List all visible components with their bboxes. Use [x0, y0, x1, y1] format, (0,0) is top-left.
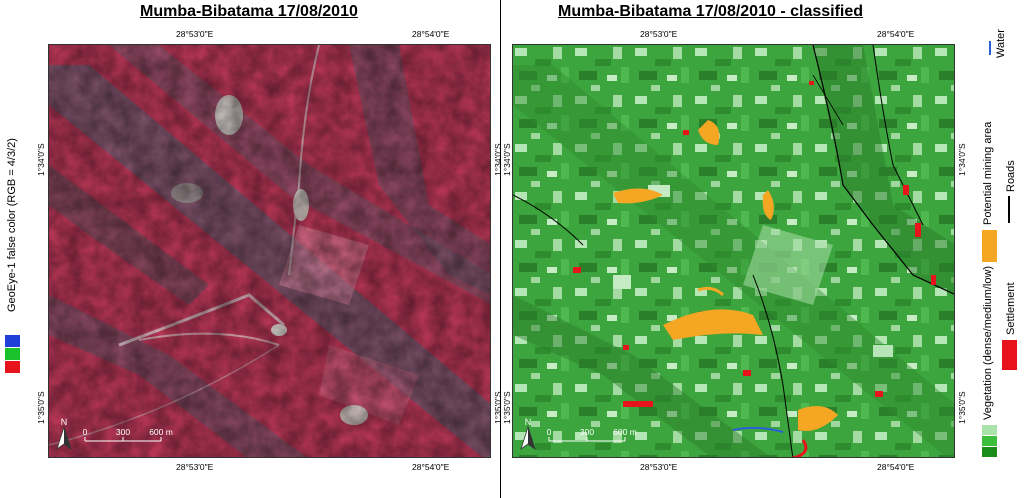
left-north-label: N — [61, 417, 68, 427]
legend-mining-label: Potential mining area — [982, 121, 994, 225]
right-coord-top-west: 28°53'0"E — [640, 29, 678, 39]
classified-map: N 0 300 600 m — [512, 44, 955, 458]
legend-water-label: Water — [995, 29, 1007, 58]
rgb-swatch-blue — [5, 335, 20, 347]
mining-legend-swatch — [982, 230, 997, 262]
roads-legend-icon — [1008, 196, 1010, 223]
left-coord-lat-lower: 1°35'0"S — [36, 391, 46, 424]
left-coord-lat-upper: 1°34'0"S — [36, 143, 46, 176]
right-map-title: Mumba-Bibatama 17/08/2010 - classified — [558, 3, 864, 20]
left-scale-tick-0: 0 — [83, 427, 88, 437]
right-coord-lat-lower: 1°35'0"S — [502, 391, 512, 424]
legend-settlement-label: Settlement — [1005, 282, 1017, 335]
left-map-title: Mumba-Bibatama 17/08/2010 — [140, 3, 358, 20]
right-coord-bottom-east: 28°54'0"E — [877, 462, 915, 472]
panel-divider — [500, 0, 501, 498]
veg-low-swatch — [982, 425, 997, 435]
left-scale-tick-600: 600 m — [149, 427, 173, 437]
left-scale-tick-300: 300 — [116, 427, 130, 437]
right-coord-lat-lower-east: 1°35'0"S — [957, 391, 967, 424]
left-coord-bottom-west: 28°53'0"E — [176, 462, 214, 472]
right-scale-tick-300: 300 — [580, 427, 594, 437]
right-scale-tick-600: 600 m — [613, 427, 637, 437]
left-scale-bar: 0 300 600 m — [83, 427, 173, 442]
false-color-caption: GeoEye-1 false color (RGB = 4/3/2) — [6, 138, 18, 312]
right-coord-lat-upper: 1°34'0"S — [502, 143, 512, 176]
right-coord-bottom-west: 28°53'0"E — [640, 462, 678, 472]
false-color-satellite-map: N 0 300 600 m — [48, 44, 491, 458]
left-coord-top-east: 28°54'0"E — [412, 29, 450, 39]
veg-medium-swatch — [982, 436, 997, 446]
right-north-arrow-icon: N — [520, 417, 536, 451]
veg-dense-swatch — [982, 447, 997, 457]
legend-roads-label: Roads — [1005, 160, 1017, 192]
right-coord-top-east: 28°54'0"E — [877, 29, 915, 39]
left-coord-top-west: 28°53'0"E — [176, 29, 214, 39]
settlement-legend-swatch — [1002, 340, 1017, 370]
right-scale-tick-0: 0 — [547, 427, 552, 437]
rgb-swatch-green — [5, 348, 20, 360]
right-scale-bar: 0 300 600 m — [547, 427, 637, 442]
water-legend-icon — [989, 41, 991, 55]
left-coord-bottom-east: 28°54'0"E — [412, 462, 450, 472]
legend-vegetation-label: Vegetation (dense/medium/low) — [982, 265, 994, 420]
left-north-arrow-icon: N — [56, 417, 72, 451]
right-north-label: N — [525, 417, 532, 427]
right-coord-lat-upper-east: 1°34'0"S — [957, 143, 967, 176]
rgb-swatch-red — [5, 361, 20, 373]
